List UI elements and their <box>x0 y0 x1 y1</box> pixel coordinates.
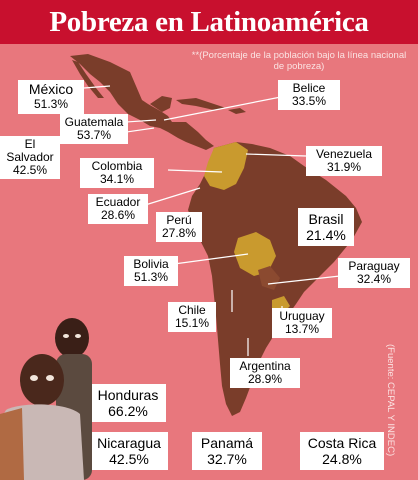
country-value: 51.3% <box>133 270 169 284</box>
label-costa-rica: Costa Rica 24.8% <box>300 432 384 470</box>
label-panama: Panamá 32.7% <box>192 432 262 470</box>
baja-california-shape <box>72 60 104 98</box>
cuba-shape <box>176 98 226 110</box>
label-guatemala: Guatemala 53.7% <box>60 114 128 144</box>
country-value: 28.6% <box>100 208 136 222</box>
country-name: Belice <box>292 81 326 95</box>
country-name: Costa Rica <box>307 435 377 451</box>
label-paraguay: Paraguay 32.4% <box>338 258 410 288</box>
country-value: 34.1% <box>99 172 135 186</box>
country-value: 13.7% <box>284 322 320 336</box>
label-peru: Perú 27.8% <box>156 212 202 242</box>
country-name: Venezuela <box>315 147 373 161</box>
label-ecuador: Ecuador 28.6% <box>88 194 148 224</box>
country-value: 15.1% <box>174 316 210 330</box>
bolivia-shape <box>234 232 276 276</box>
children-photo <box>0 318 92 480</box>
country-name: Perú <box>166 213 192 227</box>
country-name: Colombia <box>91 159 143 173</box>
country-value: 33.5% <box>291 94 327 108</box>
country-name: Bolivia <box>133 257 169 271</box>
country-value: 53.7% <box>76 128 112 142</box>
country-value: 32.7% <box>207 451 247 467</box>
hispaniola-shape <box>228 108 246 114</box>
label-mexico: México 51.3% <box>18 80 84 114</box>
country-value: 24.8% <box>322 451 362 467</box>
label-venezuela: Venezuela 31.9% <box>306 146 382 176</box>
label-bolivia: Bolivia 51.3% <box>124 256 178 286</box>
label-colombia: Colombia 34.1% <box>80 158 154 188</box>
label-uruguay: Uruguay 13.7% <box>272 308 332 338</box>
mexico-central-america-shape <box>70 54 214 150</box>
country-value: 31.9% <box>326 160 362 174</box>
country-name: Brasil <box>308 211 344 227</box>
label-chile: Chile 15.1% <box>168 302 216 332</box>
label-el-salvador: El Salvador 42.5% <box>0 136 60 179</box>
country-name: Argentina <box>239 359 291 373</box>
label-honduras: Honduras 66.2% <box>90 384 166 422</box>
label-nicaragua: Nicaragua 42.5% <box>90 432 168 470</box>
country-value: 42.5% <box>109 451 149 467</box>
title-bar: Pobreza en Latinoamérica <box>0 0 418 44</box>
country-name: Honduras <box>97 387 159 403</box>
paraguay-shape <box>258 266 280 290</box>
page-title: Pobreza en Latinoamérica <box>49 5 369 38</box>
country-name: Paraguay <box>348 259 400 273</box>
country-name: Panamá <box>200 435 254 451</box>
country-name: Chile <box>178 303 206 317</box>
country-name: México <box>28 81 74 97</box>
country-value: 66.2% <box>108 403 148 419</box>
label-belice: Belice 33.5% <box>278 80 340 110</box>
country-value: 27.8% <box>161 226 197 240</box>
country-value: 21.4% <box>306 227 346 243</box>
country-name: Nicaragua <box>97 435 161 451</box>
label-brasil: Brasil 21.4% <box>298 208 354 246</box>
subtitle-note: **(Porcentaje de la población bajo la lí… <box>191 50 407 72</box>
country-value: 42.5% <box>12 163 48 177</box>
country-name: Guatemala <box>64 115 124 129</box>
country-name: El Salvador <box>6 137 54 164</box>
country-value: 32.4% <box>356 272 392 286</box>
yucatan-shape <box>150 96 172 112</box>
colombia-shape <box>204 142 248 190</box>
country-value: 51.3% <box>33 97 69 111</box>
country-name: Uruguay <box>279 309 325 323</box>
source-note: (Fuente: CEPAL Y INDEC) <box>385 344 396 457</box>
country-name: Ecuador <box>95 195 141 209</box>
country-value: 28.9% <box>247 372 283 386</box>
label-argentina: Argentina 28.9% <box>230 358 300 388</box>
